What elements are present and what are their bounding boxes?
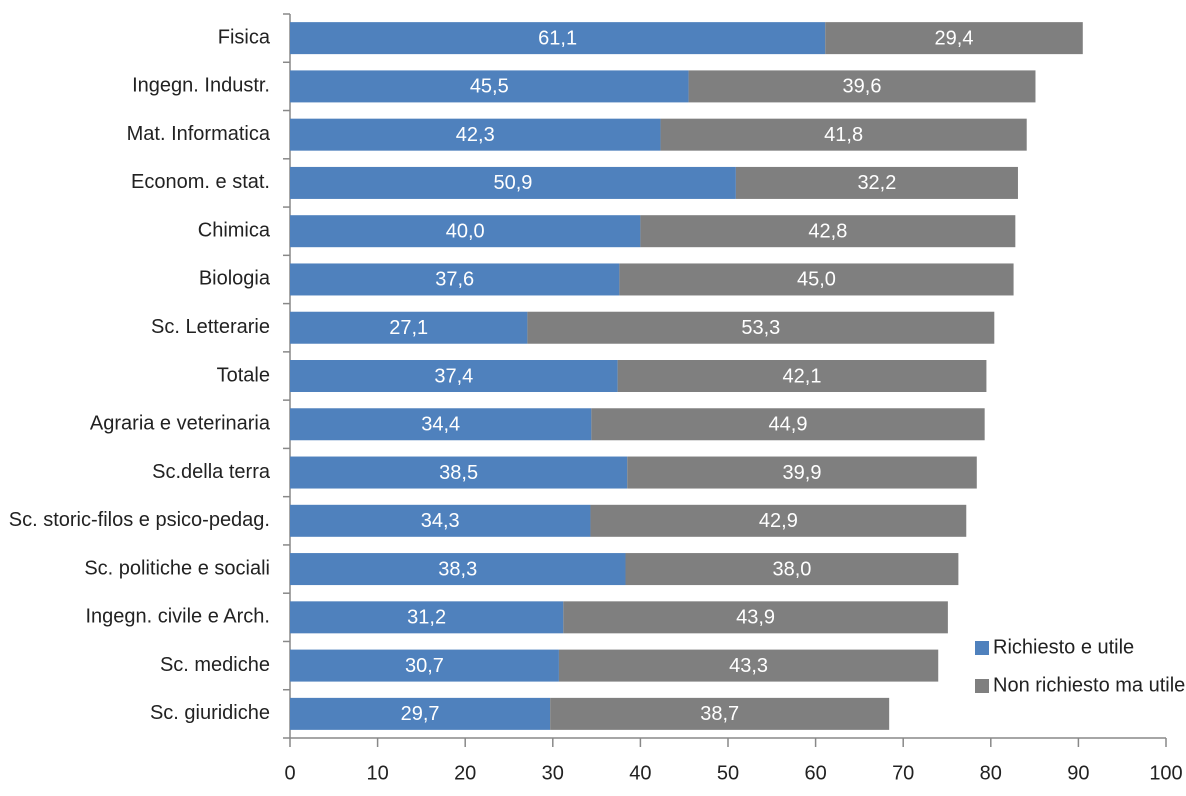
bar (290, 118, 661, 151)
bar (550, 697, 890, 730)
bar (290, 456, 628, 489)
bar (290, 70, 689, 103)
legend-swatch (975, 641, 989, 655)
data-label: 50,9 (493, 172, 532, 194)
bar (290, 166, 736, 199)
y-tick-label: Mat. Informatica (127, 123, 271, 145)
data-label: 32,2 (857, 172, 896, 194)
x-tick-label: 10 (366, 762, 388, 784)
bar (290, 649, 559, 682)
x-tick-label: 90 (1067, 762, 1089, 784)
data-label: 40,0 (446, 220, 485, 242)
data-label: 45,5 (470, 76, 509, 98)
data-label: 38,0 (772, 558, 811, 580)
y-tick-label: Biologia (199, 268, 271, 290)
x-tick-label: 70 (892, 762, 914, 784)
bar (290, 553, 626, 586)
data-label: 27,1 (389, 317, 428, 339)
x-tick-label: 80 (980, 762, 1002, 784)
y-tick-label: Econom. e stat. (131, 171, 270, 193)
x-tick-label: 30 (542, 762, 564, 784)
bar (625, 553, 959, 586)
bar (290, 215, 641, 248)
data-label: 53,3 (741, 317, 780, 339)
data-label: 34,4 (421, 414, 460, 436)
y-tick-label: Chimica (198, 219, 271, 241)
bar (290, 263, 620, 296)
data-label: 39,9 (783, 462, 822, 484)
bar (290, 311, 528, 344)
data-label: 42,1 (783, 365, 822, 387)
data-label: 42,9 (759, 510, 798, 532)
y-tick-label: Fisica (218, 26, 271, 48)
y-tick-label: Sc.della terra (152, 461, 271, 483)
bar (290, 601, 564, 634)
y-tick-label: Sc. politiche e sociali (84, 557, 270, 579)
data-label: 41,8 (824, 124, 863, 146)
data-label: 44,9 (769, 414, 808, 436)
bar (627, 456, 977, 489)
bar (563, 601, 948, 634)
x-tick-label: 20 (454, 762, 476, 784)
bar (290, 408, 592, 441)
bar (290, 360, 618, 392)
data-label: 37,6 (435, 269, 474, 291)
legend-label: Non richiesto ma utile (993, 674, 1185, 696)
y-tick-label: Ingegn. Industr. (132, 75, 270, 97)
bar (290, 504, 591, 537)
y-tick-label: Totale (217, 364, 270, 386)
bar (640, 215, 1016, 248)
y-tick-label: Sc. mediche (160, 654, 270, 676)
data-label: 38,5 (439, 462, 478, 484)
data-label: 42,8 (808, 220, 847, 242)
data-label: 38,3 (438, 558, 477, 580)
bar (735, 166, 1018, 199)
bar (619, 263, 1014, 296)
legend-label: Richiesto e utile (993, 636, 1134, 658)
y-tick-label: Agraria e veterinaria (90, 413, 271, 435)
x-tick-label: 0 (284, 762, 295, 784)
data-label: 37,4 (434, 365, 473, 387)
legend-swatch (975, 679, 989, 693)
data-label: 38,7 (700, 703, 739, 725)
x-tick-label: 60 (804, 762, 826, 784)
bar (527, 311, 995, 344)
data-label: 43,3 (729, 655, 768, 677)
x-tick-label: 100 (1149, 762, 1182, 784)
data-label: 29,4 (935, 27, 974, 49)
data-label: 61,1 (538, 27, 577, 49)
y-tick-label: Sc. storic-filos e psico-pedag. (9, 509, 270, 531)
bar (617, 360, 987, 392)
data-label: 39,6 (843, 76, 882, 98)
data-label: 29,7 (401, 703, 440, 725)
bar (591, 408, 985, 441)
bar (688, 70, 1036, 103)
y-tick-label: Ingegn. civile e Arch. (85, 606, 270, 628)
data-label: 42,3 (456, 124, 495, 146)
bar (290, 22, 826, 55)
data-label: 34,3 (421, 510, 460, 532)
data-label: 45,0 (797, 269, 836, 291)
y-tick-label: Sc. Letterarie (151, 316, 270, 338)
bar (660, 118, 1027, 151)
bar (558, 649, 939, 682)
data-label: 43,9 (736, 607, 775, 629)
x-tick-label: 40 (629, 762, 651, 784)
bar (825, 22, 1083, 55)
y-tick-label: Sc. giuridiche (150, 702, 270, 724)
x-tick-label: 50 (717, 762, 739, 784)
data-label: 31,2 (407, 607, 446, 629)
bar (290, 697, 551, 730)
data-label: 30,7 (405, 655, 444, 677)
bar (590, 504, 967, 537)
